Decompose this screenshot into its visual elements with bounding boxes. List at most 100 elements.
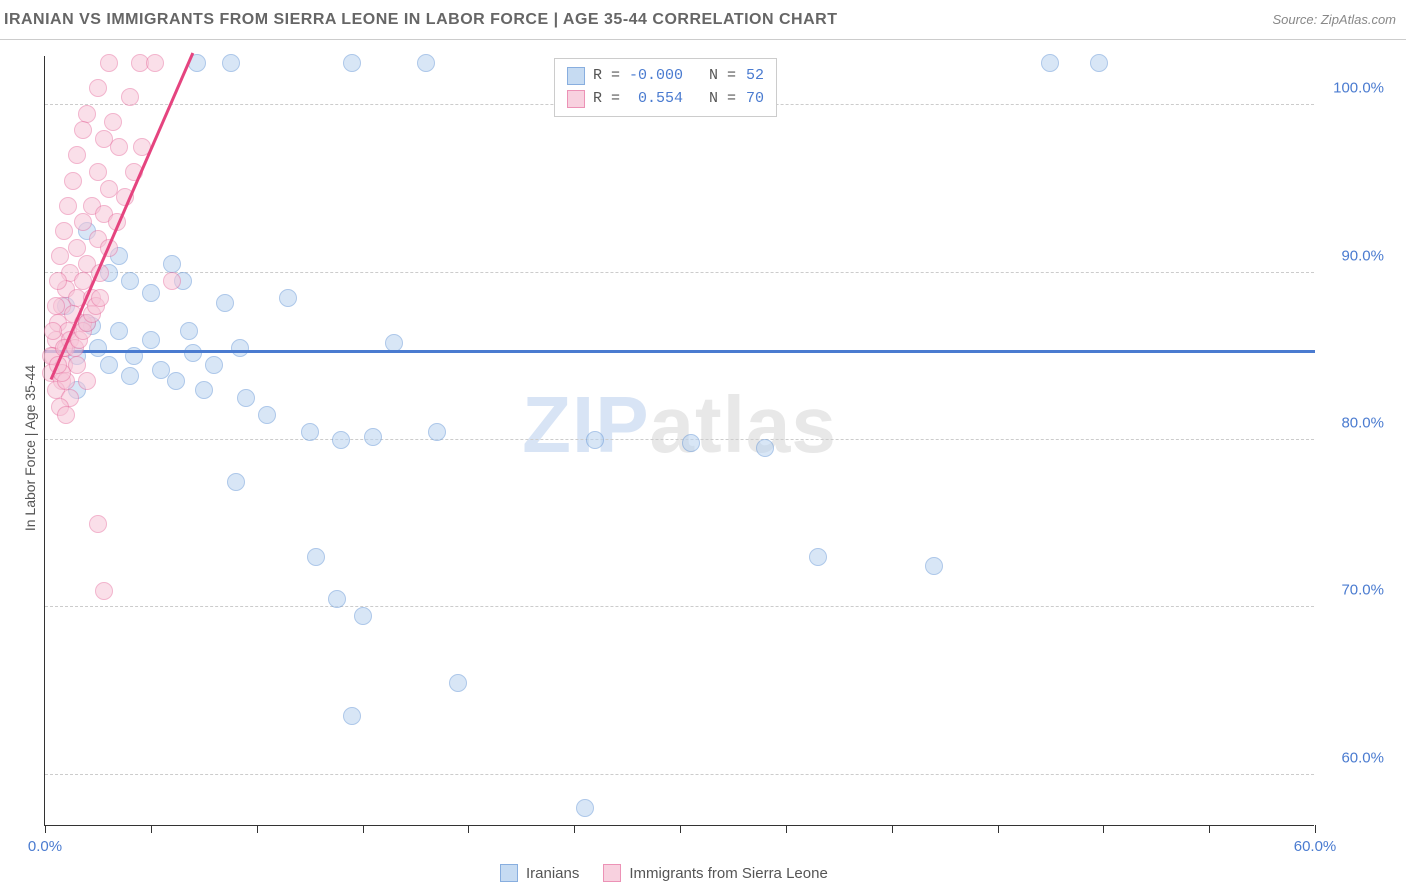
data-point [146, 54, 164, 72]
data-point [100, 356, 118, 374]
grid-line [45, 439, 1314, 440]
data-point [449, 674, 467, 692]
data-point [354, 607, 372, 625]
data-point [576, 799, 594, 817]
data-point [74, 213, 92, 231]
data-point [110, 322, 128, 340]
legend-label: Iranians [526, 865, 579, 882]
data-point [222, 54, 240, 72]
data-point [328, 590, 346, 608]
series-legend: Iranians Immigrants from Sierra Leone [500, 864, 828, 882]
correlation-legend: R = -0.000 N = 52R = 0.554 N = 70 [554, 58, 777, 117]
plot-area: ZIPatlas 60.0%70.0%80.0%90.0%100.0%0.0%6… [44, 56, 1314, 826]
x-tick-label: 0.0% [28, 838, 62, 855]
x-tick [680, 825, 681, 833]
data-point [74, 121, 92, 139]
legend-swatch [567, 67, 585, 85]
y-tick-label: 70.0% [1324, 582, 1384, 599]
data-point [121, 272, 139, 290]
data-point [184, 344, 202, 362]
data-point [100, 180, 118, 198]
legend-label: Immigrants from Sierra Leone [629, 865, 827, 882]
data-point [163, 255, 181, 273]
n-value: 52 [744, 65, 764, 88]
data-point [49, 272, 67, 290]
data-point [237, 389, 255, 407]
data-point [47, 297, 65, 315]
trend-line [45, 350, 1315, 353]
data-point [142, 284, 160, 302]
chart-container: IRANIAN VS IMMIGRANTS FROM SIERRA LEONE … [0, 0, 1406, 892]
data-point [89, 163, 107, 181]
x-tick [1209, 825, 1210, 833]
data-point [44, 322, 62, 340]
x-tick [1315, 825, 1316, 833]
data-point [142, 331, 160, 349]
data-point [364, 428, 382, 446]
data-point [925, 557, 943, 575]
x-tick [574, 825, 575, 833]
data-point [100, 54, 118, 72]
x-tick [892, 825, 893, 833]
data-point [682, 434, 700, 452]
data-point [59, 197, 77, 215]
legend-row: R = 0.554 N = 70 [567, 88, 764, 111]
source-label: Source: ZipAtlas.com [1272, 12, 1396, 27]
grid-line [45, 774, 1314, 775]
data-point [586, 431, 604, 449]
data-point [121, 367, 139, 385]
r-label: R = [593, 88, 620, 111]
data-point [57, 406, 75, 424]
data-point [163, 272, 181, 290]
grid-line [45, 606, 1314, 607]
x-tick [363, 825, 364, 833]
data-point [110, 138, 128, 156]
data-point [180, 322, 198, 340]
data-point [89, 79, 107, 97]
data-point [343, 707, 361, 725]
data-point [301, 423, 319, 441]
data-point [68, 239, 86, 257]
r-label: R = [593, 65, 620, 88]
data-point [809, 548, 827, 566]
data-point [64, 172, 82, 190]
data-point [205, 356, 223, 374]
data-point [121, 88, 139, 106]
data-point [227, 473, 245, 491]
y-tick-label: 60.0% [1324, 749, 1384, 766]
chart-title: IRANIAN VS IMMIGRANTS FROM SIERRA LEONE … [4, 11, 837, 29]
data-point [307, 548, 325, 566]
legend-item: Immigrants from Sierra Leone [603, 864, 827, 882]
r-value: -0.000 [628, 65, 683, 88]
y-tick-label: 80.0% [1324, 415, 1384, 432]
data-point [78, 372, 96, 390]
x-tick-label: 60.0% [1294, 838, 1337, 855]
data-point [1090, 54, 1108, 72]
y-tick-label: 100.0% [1324, 80, 1384, 97]
legend-item: Iranians [500, 864, 579, 882]
watermark: ZIPatlas [522, 379, 837, 471]
x-tick [1103, 825, 1104, 833]
data-point [91, 289, 109, 307]
x-tick [151, 825, 152, 833]
n-label: N = [691, 88, 736, 111]
data-point [68, 146, 86, 164]
data-point [279, 289, 297, 307]
data-point [216, 294, 234, 312]
data-point [343, 54, 361, 72]
x-tick [468, 825, 469, 833]
data-point [55, 222, 73, 240]
data-point [95, 582, 113, 600]
legend-swatch [500, 864, 518, 882]
y-axis-label: In Labor Force | Age 35-44 [22, 358, 38, 538]
data-point [89, 515, 107, 533]
x-tick [257, 825, 258, 833]
y-tick-label: 90.0% [1324, 247, 1384, 264]
data-point [51, 247, 69, 265]
data-point [756, 439, 774, 457]
x-tick [786, 825, 787, 833]
data-point [78, 105, 96, 123]
x-tick [998, 825, 999, 833]
data-point [104, 113, 122, 131]
r-value: 0.554 [628, 88, 683, 111]
